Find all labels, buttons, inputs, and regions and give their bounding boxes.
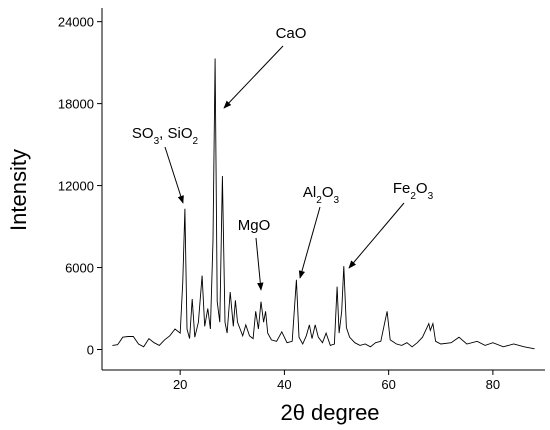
annotation: SO3, SiO2: [132, 125, 199, 147]
annotation: MgO: [238, 217, 271, 234]
annotation-part: 3: [154, 136, 160, 147]
annotation-arrow: [348, 202, 405, 269]
x-tick-label: 40: [277, 377, 291, 392]
y-tick-label: 24000: [58, 15, 94, 30]
annotation-part: O: [322, 184, 334, 201]
annotation-part: Fe: [393, 180, 411, 197]
x-axis-label: 2θ degree: [280, 400, 379, 425]
annotation-arrow: [223, 45, 284, 109]
annotation-part: 3: [334, 195, 340, 206]
annotation-part: O: [416, 180, 428, 197]
x-tick-label: 80: [486, 377, 500, 392]
y-tick-label: 12000: [58, 179, 94, 194]
y-tick-label: 0: [87, 343, 94, 358]
annotation-part: 2: [316, 195, 322, 206]
annotation-part: 2: [410, 191, 416, 202]
annotation: Al2O3: [303, 184, 340, 206]
annotation: CaO: [276, 25, 307, 42]
data-line: [112, 58, 535, 350]
annotation-part: 3: [428, 191, 434, 202]
x-tick-label: 60: [381, 377, 395, 392]
annotation-arrow: [255, 237, 264, 291]
annotation-part: CaO: [276, 25, 307, 42]
y-tick-label: 18000: [58, 97, 94, 112]
x-tick-label: 20: [173, 377, 187, 392]
annotation-part: , SiO: [159, 125, 192, 142]
y-tick-label: 6000: [65, 261, 94, 276]
annotation-arrow: [164, 146, 184, 204]
y-axis-label: Intensity: [6, 149, 31, 231]
annotation-part: 2: [193, 136, 199, 147]
annotation-part: Al: [303, 184, 316, 201]
annotation-part: SO: [132, 125, 154, 142]
annotation-arrow: [298, 206, 321, 279]
annotation-part: MgO: [238, 217, 271, 234]
annotation: Fe2O3: [393, 180, 434, 202]
